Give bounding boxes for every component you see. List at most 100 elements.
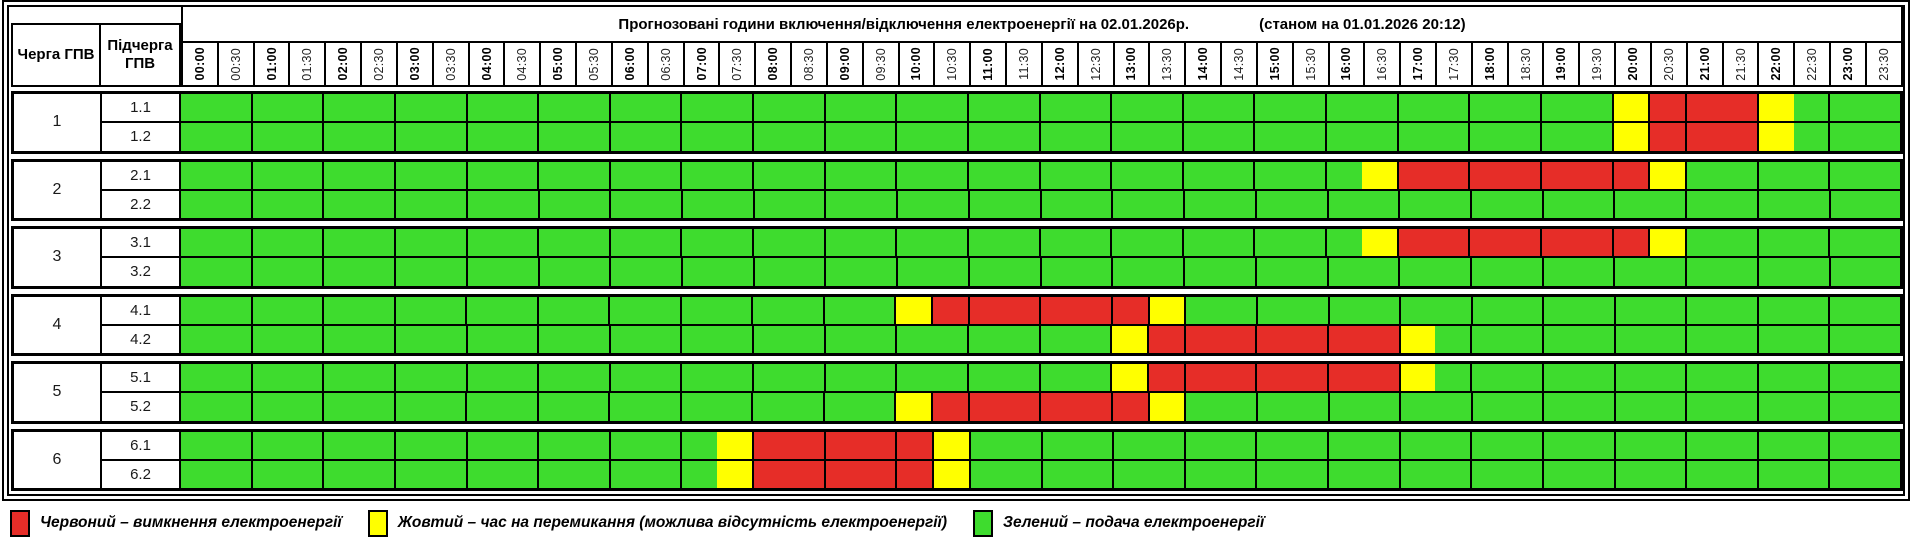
slot-cell-green <box>645 123 681 151</box>
slot-cell-green <box>1865 431 1900 459</box>
slot-cell-green <box>1865 258 1901 286</box>
time-axis-label-cell: 22:00 <box>1757 41 1796 87</box>
slot-cell-green <box>215 94 251 122</box>
slot-cell-green <box>250 94 288 122</box>
slot-cell-green <box>574 258 610 286</box>
time-axis-label-cell: 21:00 <box>1685 41 1724 87</box>
subqueue-label: 2.2 <box>102 190 181 218</box>
slot-cell-green <box>1756 229 1794 257</box>
slot-cell-yellow <box>894 296 932 324</box>
slot-cell-green <box>896 258 934 286</box>
slot-cell-yellow <box>1398 364 1436 392</box>
slot-cell-green <box>895 364 933 392</box>
slot-cell-green <box>394 190 432 218</box>
subqueue-row: 6.1 <box>102 431 1900 459</box>
time-axis-label-cell: 14:30 <box>1220 41 1258 87</box>
subqueue-label: 1.1 <box>102 94 181 122</box>
slot-cell-green <box>1076 190 1112 218</box>
slot-cell-green <box>358 296 394 324</box>
slot-cell-green <box>1828 229 1866 257</box>
slot-cell-green <box>536 393 574 421</box>
slot-cell-yellow <box>1611 123 1649 151</box>
slot-cell-green <box>1221 296 1256 324</box>
slot-cell-green <box>537 460 574 488</box>
slot-cell-green <box>1005 460 1041 488</box>
time-axis-label: 06:00 <box>622 47 637 81</box>
subqueue-rows: 2.1 2.2 <box>102 161 1901 218</box>
slot-cell-green <box>1075 123 1111 151</box>
slot-cell-green <box>1398 460 1436 488</box>
slot-cell-green <box>181 325 216 353</box>
slot-cell-green <box>1507 325 1542 353</box>
slot-cell-green <box>716 393 752 421</box>
slot-cell-green <box>1865 325 1900 353</box>
time-axis-label: 14:30 <box>1231 47 1246 81</box>
slot-cell-green <box>1613 393 1651 421</box>
slot-cell-green <box>181 393 216 421</box>
slot-cell-green <box>966 161 1004 189</box>
slot-cell-red <box>1292 325 1327 353</box>
slot-cell-green <box>788 94 824 122</box>
slot-cell-red <box>1685 94 1722 122</box>
time-axis-label-cell: 20:30 <box>1649 41 1688 87</box>
slot-cell-green <box>1435 364 1471 392</box>
slot-cell-green <box>501 296 537 324</box>
slot-cell-green <box>1433 123 1469 151</box>
slot-cell-green <box>608 161 646 189</box>
slot-cell-green <box>287 431 323 459</box>
slot-cell-green <box>1399 296 1436 324</box>
slot-cell-green <box>1541 460 1579 488</box>
slot-cell-green <box>1075 364 1111 392</box>
slot-cell-green <box>1828 161 1866 189</box>
time-axis-label-cell: 05:30 <box>575 41 613 87</box>
slot-cell-green <box>1003 229 1039 257</box>
slot-cell-green <box>823 325 861 353</box>
slot-cell-green <box>1146 94 1182 122</box>
slot-cell-green <box>1255 296 1293 324</box>
slot-cell-red <box>1146 364 1184 392</box>
slot-cell-green <box>644 393 680 421</box>
time-axis-label: 00:00 <box>192 47 207 81</box>
slot-cell-green <box>1219 258 1255 286</box>
slot-cell-green <box>1793 325 1829 353</box>
slot-cell-green <box>359 460 394 488</box>
slot-cell-green <box>1721 229 1757 257</box>
slot-cell-green <box>895 123 933 151</box>
slot-cell-green <box>502 123 538 151</box>
slot-cell-green <box>1075 161 1111 189</box>
slot-cell-red <box>860 460 896 488</box>
subqueue-header-cell: Підчерга ГПВ <box>99 23 181 87</box>
slot-cell-green <box>250 123 288 151</box>
slot-cell-green <box>1077 460 1113 488</box>
slot-cell-green <box>1721 431 1757 459</box>
subqueue-row: 5.1 <box>102 364 1900 392</box>
slot-cell-red <box>931 296 968 324</box>
slot-cell-green <box>933 258 968 286</box>
time-axis-label: 17:30 <box>1446 47 1461 81</box>
slot-cell-green <box>250 364 288 392</box>
time-axis-label: 11:30 <box>1016 48 1031 80</box>
slot-cell-green <box>574 190 610 218</box>
slot-cell-green <box>431 190 466 218</box>
slot-cell-red <box>1039 296 1077 324</box>
slot-cell-green <box>1075 229 1111 257</box>
queue-header-cell: Черга ГПВ <box>11 23 101 87</box>
slot-cell-green <box>1326 258 1364 286</box>
slot-cell-red <box>967 393 1005 421</box>
slot-cell-green <box>1218 94 1254 122</box>
slot-cell-green <box>287 364 323 392</box>
slot-cell-green <box>215 190 251 218</box>
slot-cell-green <box>1542 393 1579 421</box>
legend-label: Червоний – вимкнення електроенергії <box>40 514 342 531</box>
slot-cell-green <box>1255 460 1293 488</box>
slot-cell-green <box>1578 431 1614 459</box>
time-axis-label: 04:30 <box>515 47 530 81</box>
slot-cell-green <box>1650 393 1686 421</box>
slot-track <box>181 296 1900 324</box>
slot-cell-green <box>465 393 502 421</box>
slot-cell-green <box>1793 296 1829 324</box>
subqueue-label: 6.1 <box>102 431 181 459</box>
slot-cell-green <box>1110 94 1147 122</box>
slot-cell-green <box>1756 190 1794 218</box>
legend: Червоний – вимкнення електроенергії Жовти… <box>10 507 1264 539</box>
